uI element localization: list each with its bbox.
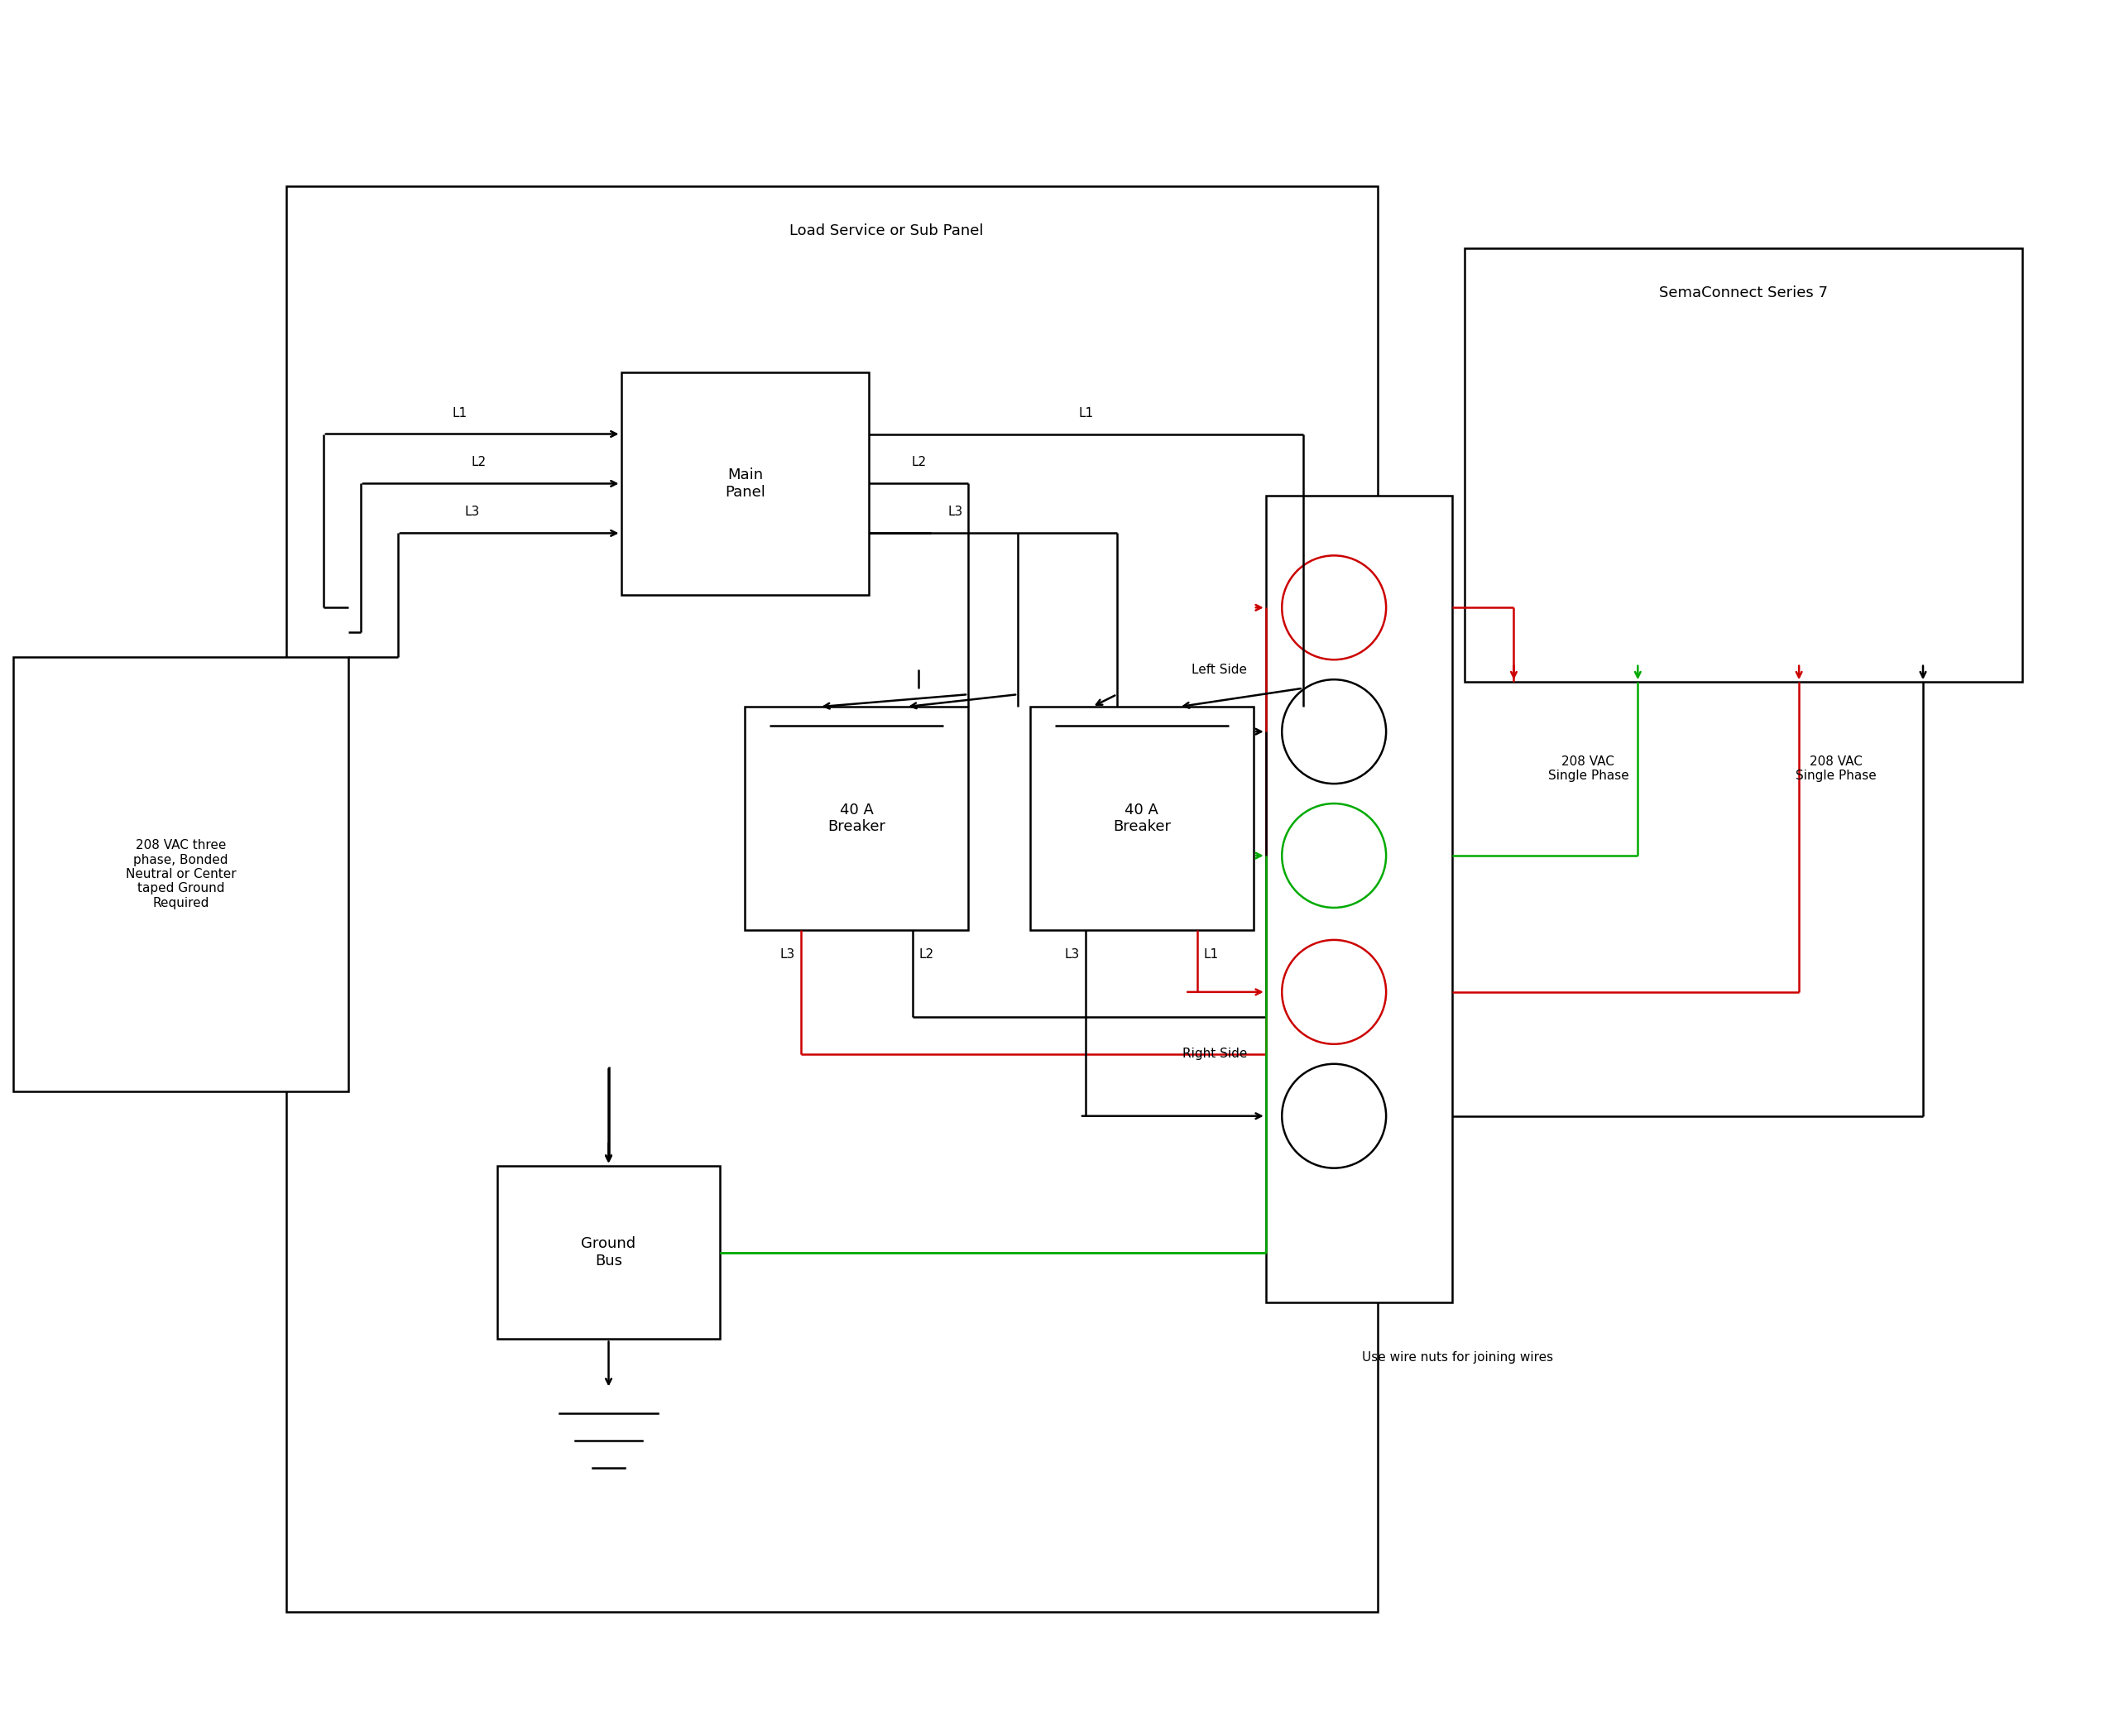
Bar (1464, 248, 2021, 682)
Text: L3: L3 (947, 505, 964, 519)
Text: 208 VAC
Single Phase: 208 VAC Single Phase (1549, 755, 1629, 783)
Bar (620, 372, 869, 595)
Text: L1: L1 (1205, 948, 1220, 962)
Text: L2: L2 (471, 457, 485, 469)
Circle shape (1283, 679, 1386, 783)
Text: Right Side: Right Side (1182, 1049, 1247, 1061)
Bar (498, 1165, 720, 1338)
Text: L1: L1 (1078, 406, 1093, 418)
Circle shape (1283, 804, 1386, 908)
Text: Use wire nuts for joining wires: Use wire nuts for joining wires (1363, 1352, 1553, 1364)
Text: 40 A
Breaker: 40 A Breaker (1112, 802, 1171, 835)
Bar (1266, 496, 1452, 1302)
Text: L2: L2 (918, 948, 933, 962)
Bar (13, 658, 348, 1092)
Text: L3: L3 (779, 948, 795, 962)
Text: 40 A
Breaker: 40 A Breaker (827, 802, 886, 835)
Bar (1030, 707, 1253, 930)
Text: L3: L3 (464, 505, 479, 519)
Text: 208 VAC
Single Phase: 208 VAC Single Phase (1796, 755, 1876, 783)
Text: Main
Panel: Main Panel (724, 467, 766, 500)
Text: Left Side: Left Side (1192, 663, 1247, 675)
Circle shape (1283, 1064, 1386, 1168)
Circle shape (1283, 939, 1386, 1043)
Bar (287, 186, 1378, 1613)
Text: Load Service or Sub Panel: Load Service or Sub Panel (789, 224, 983, 238)
Text: L2: L2 (912, 457, 926, 469)
Text: 208 VAC three
phase, Bonded
Neutral or Center
taped Ground
Required: 208 VAC three phase, Bonded Neutral or C… (124, 838, 236, 910)
Text: L3: L3 (1066, 948, 1080, 962)
Text: L1: L1 (452, 406, 466, 418)
Text: Ground
Bus: Ground Bus (580, 1236, 635, 1269)
Text: SemaConnect Series 7: SemaConnect Series 7 (1658, 285, 1827, 300)
Circle shape (1283, 556, 1386, 660)
Bar (745, 707, 968, 930)
